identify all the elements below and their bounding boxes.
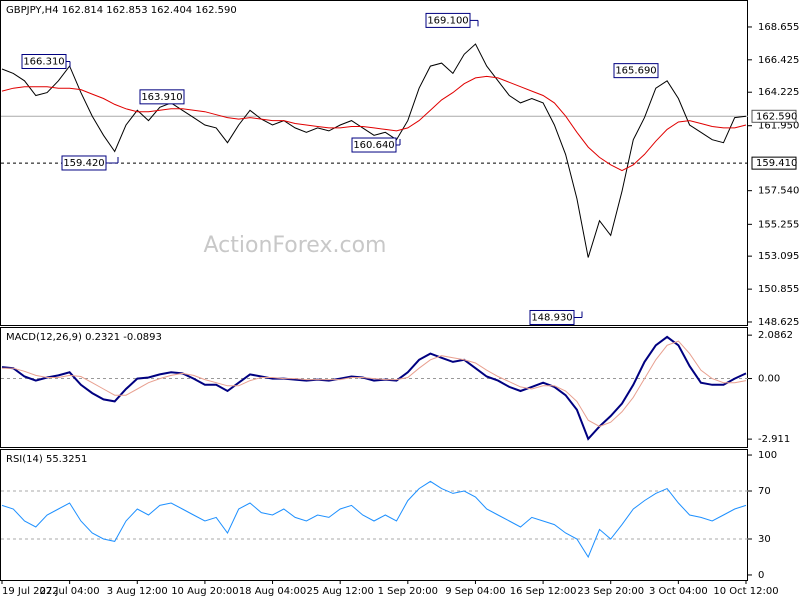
y-tick-label: -2.911 — [758, 434, 790, 445]
series-line — [1, 43, 747, 258]
y-tick-label: 166.425 — [758, 55, 799, 66]
annotation-box — [425, 12, 471, 28]
x-tick-label: 3 Aug 12:00 — [107, 586, 168, 597]
level-label-box — [751, 156, 797, 170]
rsi-pane — [0, 449, 748, 581]
header: GBPJPY,H4 162.814 162.853 162.404 162.59… — [6, 5, 237, 16]
y-tick-label: 0 — [758, 570, 764, 581]
macd-title: MACD(12,26,9) 0.2321 -0.0893 — [6, 332, 162, 343]
series-line — [1, 480, 747, 559]
level-label-box — [751, 109, 797, 123]
annotation-box — [529, 309, 575, 325]
y-tick-label: 161.950 — [758, 121, 799, 132]
y-tick-label: 150.855 — [758, 284, 799, 295]
watermark: ActionForex.com — [204, 233, 387, 258]
y-tick-label: 100 — [758, 450, 777, 461]
rsi-title: RSI(14) 55.3251 — [6, 454, 87, 465]
annotation-label: 160.640 — [353, 140, 394, 151]
series-line — [2, 340, 747, 427]
x-tick-label: 1 Sep 20:00 — [378, 586, 438, 597]
annotation-label: 148.930 — [531, 312, 572, 323]
annotation-label: 165.690 — [615, 66, 656, 77]
y-tick-label: 168.655 — [758, 22, 799, 33]
x-tick-label: 3 Oct 04:00 — [649, 586, 708, 597]
level-label: 159.410 — [756, 158, 797, 169]
macd-pane — [0, 327, 748, 448]
x-tick-label: 10 Aug 20:00 — [171, 586, 238, 597]
y-tick-label: 148.625 — [758, 317, 799, 328]
x-tick-label: 23 Sep 20:00 — [577, 586, 644, 597]
y-tick-label: 153.095 — [758, 251, 799, 262]
x-tick-label: 27 Jul 04:00 — [40, 586, 100, 597]
y-tick-label: 70 — [758, 486, 771, 497]
y-tick-label: 30 — [758, 534, 771, 545]
y-tick-label: 164.225 — [758, 87, 799, 98]
annotation-label: 169.100 — [427, 15, 468, 26]
series-line — [1, 335, 747, 441]
y-tick-label: 2.0862 — [758, 330, 793, 341]
annotation-box — [351, 137, 397, 153]
annotation-label: 163.910 — [141, 92, 182, 103]
x-tick-label: 16 Sep 12:00 — [510, 586, 577, 597]
x-tick-label: 10 Oct 12:00 — [713, 586, 778, 597]
y-tick-label: 155.255 — [758, 219, 799, 230]
annotation-label: 166.310 — [23, 57, 64, 68]
y-tick-label: 157.540 — [758, 186, 799, 197]
annotation-box — [139, 89, 185, 105]
annotation-label: 159.420 — [63, 158, 104, 169]
annotation-box — [21, 54, 67, 70]
x-tick-label: 9 Sep 04:00 — [445, 586, 505, 597]
y-tick-label: 0.00 — [758, 374, 780, 385]
x-tick-label: 18 Aug 04:00 — [239, 586, 306, 597]
x-tick-label: 19 Jul 2022 — [2, 586, 59, 597]
annotation-box — [613, 63, 659, 79]
x-tick-label: 25 Aug 12:00 — [306, 586, 373, 597]
series-line — [1, 75, 747, 172]
level-label: 162.590 — [756, 111, 797, 122]
annotation-box — [61, 155, 107, 171]
